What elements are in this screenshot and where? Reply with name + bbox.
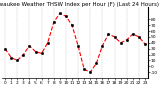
Title: Milwaukee Weather THSW Index per Hour (F) (Last 24 Hours): Milwaukee Weather THSW Index per Hour (F… bbox=[0, 2, 159, 7]
